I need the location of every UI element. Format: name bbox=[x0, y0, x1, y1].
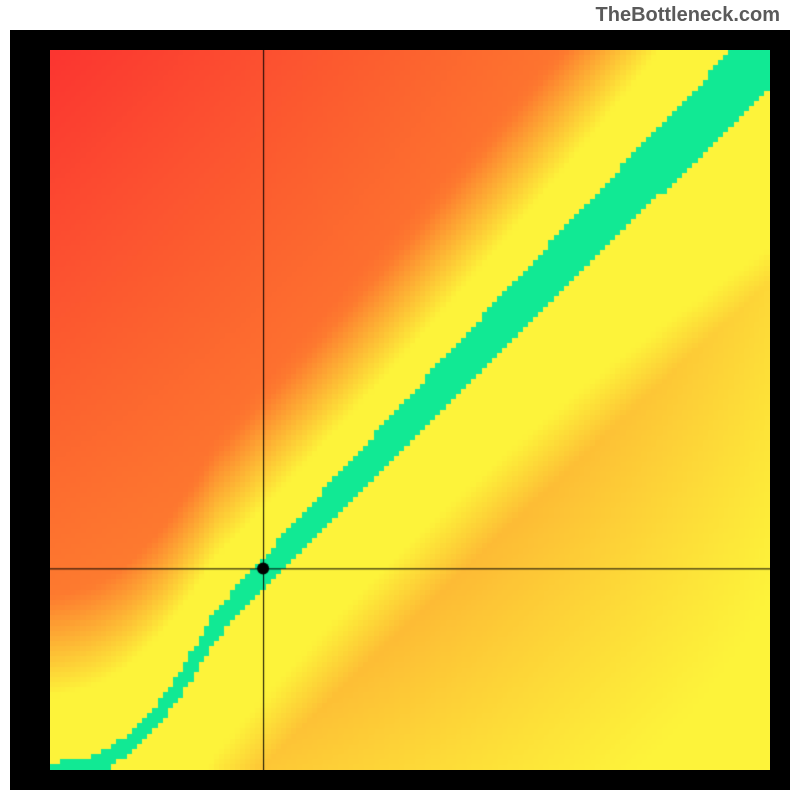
chart-container: TheBottleneck.com bbox=[0, 0, 800, 800]
chart-frame bbox=[10, 30, 790, 790]
heatmap-canvas bbox=[50, 50, 770, 770]
watermark-text: TheBottleneck.com bbox=[596, 4, 780, 27]
